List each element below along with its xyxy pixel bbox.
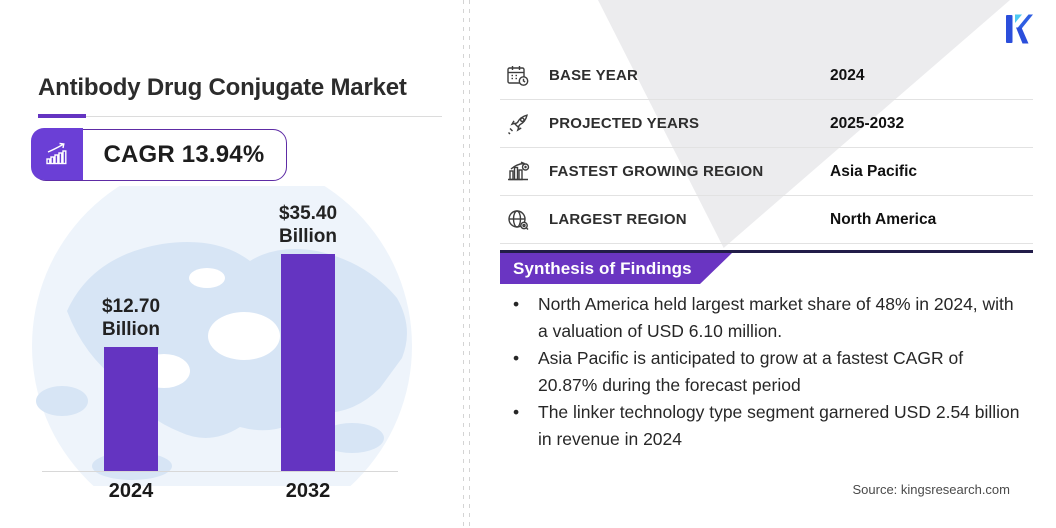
- dashed-divider-line: [469, 0, 470, 528]
- synthesis-banner: Synthesis of Findings: [500, 253, 732, 284]
- table-row: FASTEST GROWING REGION Asia Pacific: [500, 148, 1033, 196]
- table-row: BASE YEAR 2024: [500, 52, 1033, 100]
- x-axis-label-2024: 2024: [108, 480, 154, 502]
- dashed-divider-line: [463, 0, 464, 528]
- list-item: North America held largest market share …: [505, 291, 1021, 345]
- growing-region-icon: [504, 158, 531, 185]
- source-attribution: Source: kingsresearch.com: [852, 482, 1010, 497]
- cagr-badge: CAGR 13.94%: [31, 128, 287, 181]
- calendar-clock-icon: [504, 62, 531, 89]
- kings-research-logo: [1006, 14, 1033, 44]
- key-facts-table: BASE YEAR 2024 PROJECTED YEARS 2025-2032: [500, 52, 1033, 244]
- title-underline: [38, 114, 442, 118]
- findings-list: North America held largest market share …: [505, 291, 1021, 453]
- table-row: PROJECTED YEARS 2025-2032: [500, 100, 1033, 148]
- fact-label: PROJECTED YEARS: [549, 115, 700, 132]
- bar-group-2032: $35.40 Billion: [248, 202, 368, 472]
- fact-value: North America: [830, 210, 937, 228]
- fact-value: 2025-2032: [830, 114, 905, 132]
- fact-value: Asia Pacific: [830, 162, 918, 180]
- bar-2024: [104, 347, 158, 472]
- chart-baseline: [42, 471, 398, 472]
- x-axis-label-2032: 2032: [285, 480, 331, 502]
- list-item: The linker technology type segment garne…: [505, 399, 1021, 453]
- page-title: Antibody Drug Conjugate Market: [38, 74, 407, 101]
- growth-chart-icon: [31, 128, 84, 181]
- rocket-icon: [504, 110, 531, 137]
- fact-value: 2024: [830, 66, 865, 84]
- bar-2032: [281, 254, 335, 472]
- cagr-value: CAGR 13.94%: [103, 141, 265, 168]
- bar-group-2024: $12.70 Billion: [71, 295, 191, 472]
- bar-value-label: $35.40 Billion: [278, 203, 338, 247]
- fact-label: LARGEST REGION: [549, 211, 687, 228]
- fact-label: BASE YEAR: [549, 67, 639, 84]
- section-divider-line: [500, 250, 1033, 253]
- list-item: Asia Pacific is anticipated to grow at a…: [505, 345, 1021, 399]
- table-row: LARGEST REGION North America: [500, 196, 1033, 244]
- synthesis-title: Synthesis of Findings: [513, 258, 692, 278]
- bar-value-label: $12.70 Billion: [101, 296, 161, 340]
- globe-icon: [504, 206, 531, 233]
- fact-label: FASTEST GROWING REGION: [549, 163, 764, 180]
